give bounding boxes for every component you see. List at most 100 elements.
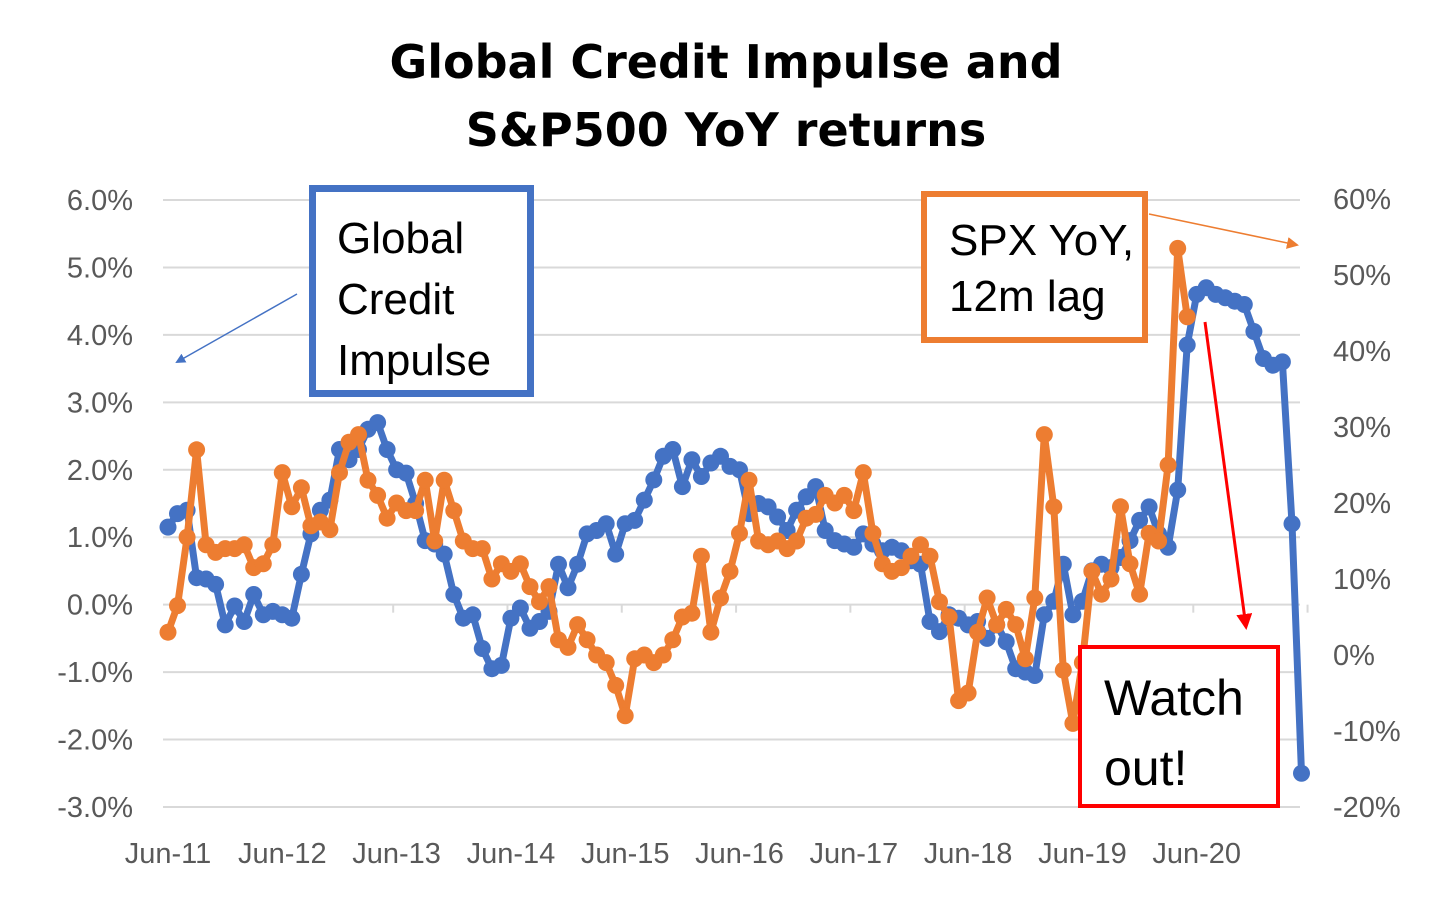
watch-out-arrow	[1203, 321, 1253, 630]
y-left-tick-label: 4.0%	[67, 320, 133, 352]
data-point	[1169, 239, 1187, 257]
data-point	[626, 511, 644, 529]
data-point	[597, 654, 615, 672]
data-point	[483, 570, 501, 588]
y-right-tick-label: 50%	[1333, 260, 1391, 292]
callout-line: 12m lag	[949, 272, 1106, 321]
data-point	[416, 471, 434, 489]
y-left-tick-label: 2.0%	[67, 455, 133, 487]
data-point	[511, 555, 529, 573]
data-point	[188, 441, 206, 459]
data-point	[1178, 336, 1196, 354]
data-point	[350, 426, 367, 444]
y-right-tick-label: 0%	[1333, 640, 1375, 672]
data-point	[226, 597, 244, 615]
callout-line: Impulse	[337, 336, 492, 385]
chart-title-line-2: S&P500 YoY returns	[465, 103, 987, 157]
data-point	[902, 547, 920, 565]
x-tick-label: Jun-18	[924, 838, 1013, 870]
data-point	[283, 609, 301, 627]
data-point	[159, 518, 177, 536]
data-point	[521, 578, 539, 596]
data-point	[1169, 481, 1187, 499]
y-right-tick-label: 60%	[1333, 184, 1391, 216]
chart-title-line-1: Global Credit Impulse and	[389, 35, 1063, 89]
y-left-tick-label: 0.0%	[67, 590, 133, 622]
data-point	[464, 606, 482, 624]
data-point	[1131, 511, 1149, 529]
annotation-arrows	[175, 213, 1299, 630]
data-point	[216, 616, 234, 634]
data-point	[331, 464, 348, 482]
data-point	[321, 521, 339, 539]
callout-line: Watch	[1104, 670, 1244, 726]
data-point	[569, 555, 587, 573]
data-point	[912, 536, 929, 554]
watch-out-callout-text: Watch out!	[1104, 663, 1244, 803]
data-point	[578, 631, 596, 649]
data-point	[740, 471, 758, 489]
x-tick-label: Jun-16	[695, 838, 784, 870]
spx-yoy-series	[159, 239, 1196, 732]
data-point	[683, 451, 701, 469]
data-point	[273, 464, 291, 482]
data-point	[607, 545, 625, 563]
data-point	[397, 464, 415, 482]
data-point	[1273, 353, 1291, 371]
data-point	[473, 640, 491, 657]
data-point	[445, 502, 463, 520]
data-point	[1121, 555, 1139, 573]
chart-title: Global Credit Impulse and S&P500 YoY ret…	[0, 28, 1452, 164]
data-point	[931, 623, 948, 641]
data-point	[169, 597, 186, 615]
data-point	[788, 532, 806, 550]
data-point	[1016, 650, 1034, 668]
data-point	[721, 562, 739, 580]
spx-arrow	[1148, 213, 1299, 249]
data-point	[359, 471, 377, 489]
y-right-tick-label: 10%	[1333, 564, 1391, 596]
y-right-tick-label: -20%	[1333, 792, 1401, 824]
data-point	[959, 684, 977, 702]
data-point	[712, 589, 729, 607]
data-point	[264, 536, 282, 554]
credit-impulse-callout: Global Credit Impulse	[309, 185, 534, 397]
credit-impulse-arrow	[175, 293, 298, 363]
y-left-tick-label: -3.0%	[57, 792, 133, 824]
data-point	[616, 707, 634, 725]
data-point	[635, 491, 653, 509]
y-left-tick-label: 3.0%	[67, 387, 133, 419]
data-point	[559, 579, 577, 597]
data-point	[654, 646, 672, 664]
data-point	[702, 623, 720, 641]
data-point	[845, 502, 863, 520]
data-point	[835, 486, 853, 504]
data-point	[531, 593, 548, 611]
data-point	[540, 578, 558, 596]
data-point	[235, 613, 253, 630]
data-point	[1102, 570, 1120, 588]
data-point	[283, 498, 301, 516]
spx-callout-text: SPX YoY, 12m lag	[949, 213, 1134, 325]
data-point	[864, 524, 882, 542]
data-point	[1035, 606, 1053, 624]
data-point	[978, 589, 996, 607]
data-point	[369, 486, 387, 504]
data-point	[178, 528, 196, 546]
data-point	[435, 471, 453, 489]
x-tick-label: Jun-15	[581, 838, 670, 870]
credit-impulse-callout-text: Global Credit Impulse	[337, 208, 491, 391]
data-point	[1245, 323, 1263, 340]
y-right-tick-label: 20%	[1333, 488, 1391, 520]
callout-line: Credit	[337, 275, 455, 324]
data-point	[1178, 308, 1196, 326]
axis-tick-labels: 6.0% 5.0% 4.0% 3.0% 2.0% 1.0% 0.0% -1.0% -2.0% -3…	[57, 184, 1400, 870]
data-point	[426, 532, 444, 550]
data-point	[931, 593, 948, 611]
data-point	[1112, 498, 1129, 516]
data-point	[550, 555, 567, 573]
data-point	[1054, 661, 1072, 679]
callout-line: out!	[1104, 740, 1188, 796]
data-point	[1293, 764, 1310, 782]
data-point	[731, 524, 748, 542]
